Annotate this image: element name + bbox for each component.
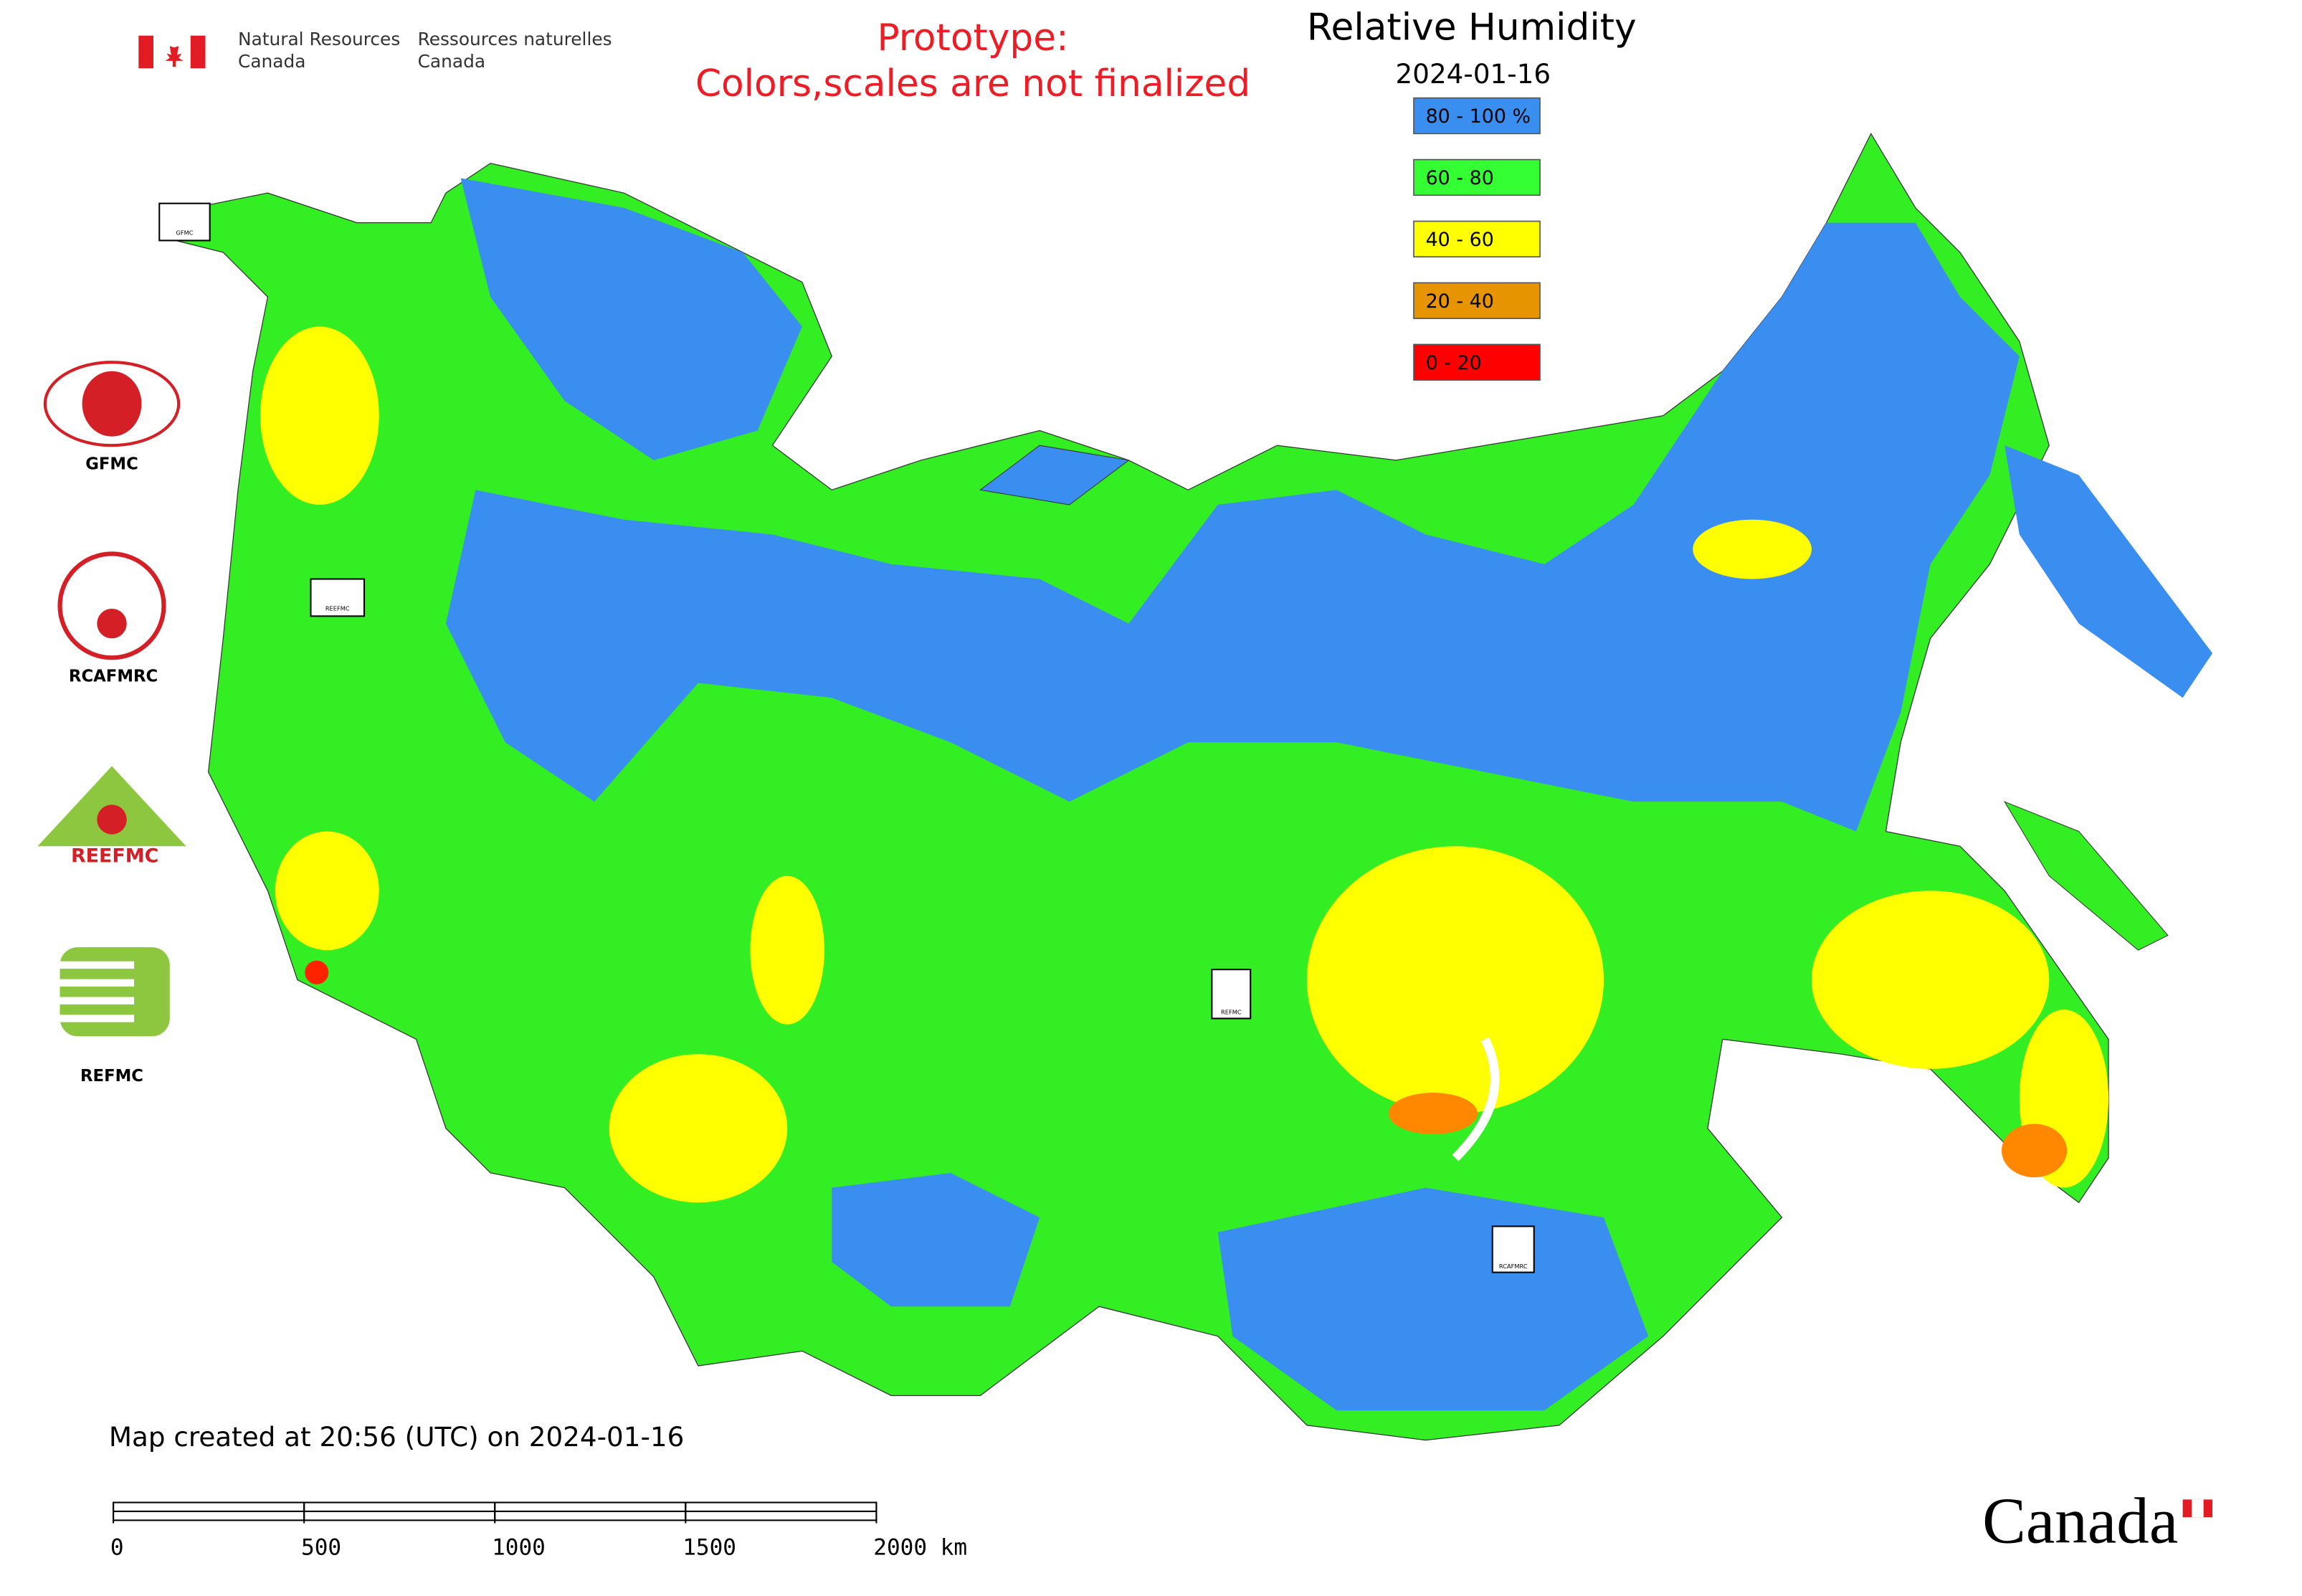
map-footer: Map created at 20:56 (UTC) on 2024-01-16 bbox=[109, 1421, 684, 1453]
marker-label: REFMC bbox=[1221, 1009, 1242, 1016]
very-dry-zone bbox=[2002, 1124, 2068, 1178]
map-title: Relative Humidity bbox=[1307, 6, 1637, 49]
legend-label: 0 - 20 bbox=[1426, 352, 1482, 374]
humid-zone bbox=[832, 1172, 1040, 1307]
dry-zone bbox=[1693, 519, 1812, 579]
marker bbox=[1491, 1225, 1535, 1273]
legend-swatch bbox=[1413, 343, 1541, 381]
marker bbox=[310, 578, 366, 617]
logo-icon bbox=[57, 551, 166, 660]
map-area bbox=[163, 133, 2213, 1441]
logo-icon bbox=[60, 947, 170, 1037]
legend-label: 20 - 40 bbox=[1426, 290, 1494, 313]
agency-fr: Canada bbox=[418, 51, 485, 72]
scale-label: 2000 km bbox=[873, 1535, 967, 1561]
humid-zone bbox=[1217, 1187, 1649, 1411]
very-dry-zone bbox=[1388, 1093, 1478, 1135]
humid-zone bbox=[2004, 445, 2213, 698]
dry-zone bbox=[1811, 890, 2050, 1069]
marker-label: REEFMC bbox=[325, 604, 350, 612]
scale-label: 500 bbox=[301, 1535, 341, 1561]
legend-label: 80 - 100 % bbox=[1426, 105, 1531, 128]
scale-label: 1500 bbox=[682, 1535, 736, 1561]
island bbox=[2003, 801, 2169, 951]
flag-band bbox=[190, 35, 206, 69]
logo-label: RCAFMRC bbox=[69, 668, 158, 686]
scale-bar: 0 500 1000 1500 2000 km bbox=[110, 1501, 967, 1561]
agency-en: Natural Resources bbox=[238, 29, 400, 49]
logos: GFMC RCAFMRC REEFMC REFMC bbox=[37, 361, 186, 1086]
driest-zone bbox=[305, 960, 329, 984]
legend-swatch bbox=[1413, 97, 1541, 135]
humid-zone bbox=[460, 178, 802, 460]
marker-label: RCAFMRC bbox=[1499, 1263, 1528, 1270]
legend-swatch bbox=[1413, 158, 1541, 196]
logo-label: REFMC bbox=[80, 1067, 143, 1086]
logo-label: GFMC bbox=[85, 455, 138, 474]
agency-en: Canada bbox=[238, 51, 305, 72]
marker bbox=[158, 202, 211, 242]
legend-label: 40 - 60 bbox=[1426, 229, 1494, 251]
dry-zone bbox=[275, 831, 379, 951]
notice: Colors,scales are not finalized bbox=[695, 62, 1250, 105]
wordmark-flag bbox=[2192, 1499, 2204, 1518]
logo-label: REEFMC bbox=[71, 845, 158, 867]
map-markers: GFMC REEFMC REFMC RCAFMRC bbox=[158, 202, 1535, 1273]
canada-wordmark: Canada bbox=[1982, 1485, 2213, 1557]
logo-icon bbox=[97, 804, 127, 835]
lake bbox=[1452, 1037, 1500, 1162]
dry-zone bbox=[260, 326, 379, 505]
dry-zone bbox=[609, 1054, 788, 1203]
agency-fr: Ressources naturelles bbox=[418, 29, 612, 49]
map-date: 2024-01-16 bbox=[1396, 58, 1551, 90]
flag-band bbox=[138, 35, 153, 69]
flag-leaf bbox=[165, 39, 184, 67]
island bbox=[979, 445, 1130, 505]
logo-icon bbox=[60, 961, 135, 1022]
agency-header: Natural Resources Canada Ressources natu… bbox=[138, 29, 612, 72]
logo-icon bbox=[43, 361, 181, 447]
logo-icon bbox=[82, 371, 142, 437]
wordmark: Canada bbox=[1982, 1485, 2178, 1557]
humid-zone bbox=[445, 222, 2020, 832]
notice: Prototype: bbox=[877, 16, 1068, 60]
legend: 80 - 100 % 60 - 80 40 - 60 20 - 40 0 - 20 bbox=[1413, 97, 1541, 381]
scale-label: 1000 bbox=[492, 1535, 546, 1561]
marker-label: GFMC bbox=[176, 229, 193, 237]
scale-label: 0 bbox=[110, 1535, 124, 1561]
legend-swatch bbox=[1413, 282, 1541, 319]
marker bbox=[1211, 969, 1252, 1020]
legend-swatch bbox=[1413, 220, 1541, 258]
legend-label: 60 - 80 bbox=[1426, 167, 1494, 189]
dry-zone bbox=[1306, 846, 1604, 1114]
dry-zone bbox=[750, 875, 824, 1025]
logo-icon bbox=[97, 608, 127, 639]
